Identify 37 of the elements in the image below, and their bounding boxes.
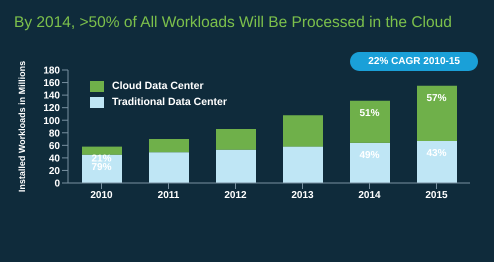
y-tick-label: 160 [43,78,60,90]
x-tick-label: 2012 [224,190,248,202]
text: 22% CAGR 2010-15 [350,52,478,71]
x-tick-label: 2014 [358,190,382,202]
y-tick-label: 180 [43,66,60,77]
y-tick-label: 120 [43,103,60,114]
annotation: 57% [426,92,447,104]
legend-label: Traditional Data Center [111,96,227,108]
annotation: 43% [426,148,447,160]
bar [149,139,189,152]
annotation: 49% [359,150,380,161]
y-tick-label: 80 [48,128,60,140]
bar [216,129,256,150]
y-axis-title: Installed Workloads in Millions [17,60,28,192]
chart-title: By 2014, >50% of All Workloads Will Be Processed in the Cloud [14,14,452,32]
bar [82,146,122,155]
x-tick-label: 2010 [90,190,114,202]
legend-label: Cloud Data Center [111,80,205,92]
bar [350,100,390,143]
bar [216,150,256,183]
bar [417,86,457,141]
bar [283,115,323,147]
y-tick-label: 140 [43,90,60,102]
x-tick-label: 2013 [291,190,314,202]
y-tick-label: 100 [43,116,60,127]
bar [283,146,323,183]
x-tick-label: 2011 [158,190,180,202]
y-tick-label: 60 [48,140,60,152]
bar [350,142,390,183]
x-tick-label: 2015 [425,190,448,202]
annotation: 51% [359,108,380,119]
annotation: 79% [91,162,112,173]
bar [417,140,457,183]
y-tick-label: 40 [48,153,60,164]
bar [149,152,189,183]
y-tick-label: 0 [54,178,60,190]
y-tick-label: 20 [48,166,60,177]
